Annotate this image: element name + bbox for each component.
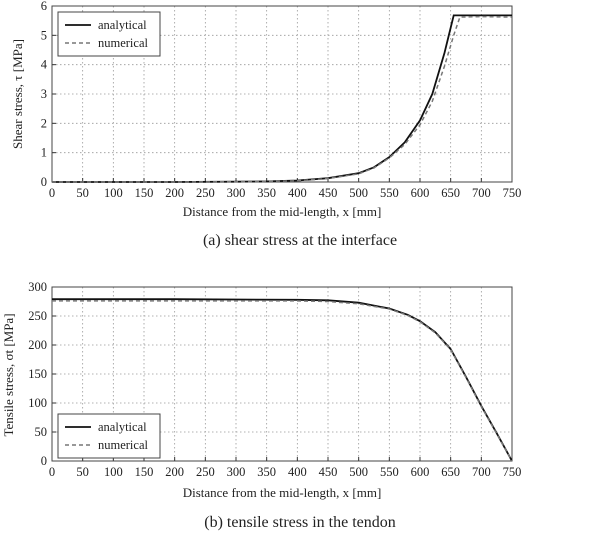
x-tick-label: 600 <box>411 186 430 200</box>
y-tick-label: 250 <box>28 309 47 323</box>
y-tick-label: 100 <box>28 396 47 410</box>
legend-box <box>57 11 161 57</box>
x-tick-label: 450 <box>319 186 338 200</box>
x-tick-label: 550 <box>380 186 399 200</box>
x-axis-label: Distance from the mid-length, x [mm] <box>183 485 382 500</box>
x-tick-label: 100 <box>104 465 123 479</box>
x-tick-label: 500 <box>349 186 368 200</box>
x-tick-label: 0 <box>49 465 55 479</box>
x-tick-label: 700 <box>472 465 491 479</box>
x-tick-label: 350 <box>257 186 276 200</box>
legend-label: analytical <box>98 18 147 32</box>
x-tick-label: 100 <box>104 186 123 200</box>
x-tick-label: 700 <box>472 186 491 200</box>
y-tick-label: 3 <box>41 87 47 101</box>
x-tick-label: 750 <box>503 465 522 479</box>
x-tick-label: 650 <box>441 186 460 200</box>
x-tick-label: 550 <box>380 465 399 479</box>
x-tick-label: 50 <box>76 465 89 479</box>
caption: (b) tensile stress in the tendon <box>204 514 396 531</box>
series-line-numerical <box>52 300 513 462</box>
caption: (a) shear stress at the interface <box>203 232 397 249</box>
plot-frame <box>51 5 513 183</box>
y-tick-label: 0 <box>41 454 47 468</box>
x-tick-label: 400 <box>288 465 307 479</box>
series-line-numerical <box>52 15 513 183</box>
legend-label: numerical <box>98 438 149 452</box>
y-tick-label: 200 <box>28 338 47 352</box>
y-tick-label: 150 <box>28 367 47 381</box>
legend: analytical numerical <box>57 11 161 57</box>
x-tick-label: 150 <box>135 465 154 479</box>
y-tick-label: 5 <box>41 28 47 42</box>
x-axis-label: Distance from the mid-length, x [mm] <box>183 204 382 219</box>
tensile-stress-plot: Tensile stress, σt [MPa] Distance from t… <box>1 280 521 531</box>
x-tick-label: 0 <box>49 186 55 200</box>
x-tick-label: 500 <box>349 465 368 479</box>
legend-label: analytical <box>98 420 147 434</box>
x-tick-label: 750 <box>503 186 522 200</box>
x-tick-label: 250 <box>196 186 215 200</box>
x-tick-label: 200 <box>165 465 184 479</box>
legend: analytical numerical <box>57 413 161 459</box>
x-tick-label: 250 <box>196 465 215 479</box>
plot-frame <box>51 286 513 462</box>
y-tick-label: 4 <box>41 58 48 72</box>
x-tick-label: 200 <box>165 186 184 200</box>
x-tick-label: 450 <box>319 465 338 479</box>
x-tick-label: 350 <box>257 465 276 479</box>
x-tick-label: 600 <box>411 465 430 479</box>
x-tick-label: 50 <box>76 186 89 200</box>
x-tick-label: 300 <box>227 465 246 479</box>
y-tick-label: 2 <box>41 116 47 130</box>
y-tick-label: 6 <box>41 0 47 13</box>
y-tick-label: 0 <box>41 175 47 189</box>
y-tick-label: 300 <box>28 280 47 294</box>
x-tick-label: 400 <box>288 186 307 200</box>
y-axis-label: Shear stress, τ [MPa] <box>10 39 25 149</box>
legend-label: numerical <box>98 36 149 50</box>
x-tick-label: 650 <box>441 465 460 479</box>
shear-stress-plot: Shear stress, τ [MPa] Distance from the … <box>10 0 521 249</box>
legend-box <box>57 413 161 459</box>
y-axis-label: Tensile stress, σt [MPa] <box>1 313 16 436</box>
y-tick-label: 50 <box>35 425 48 439</box>
x-tick-label: 150 <box>135 186 154 200</box>
y-tick-label: 1 <box>41 146 47 160</box>
x-tick-label: 300 <box>227 186 246 200</box>
